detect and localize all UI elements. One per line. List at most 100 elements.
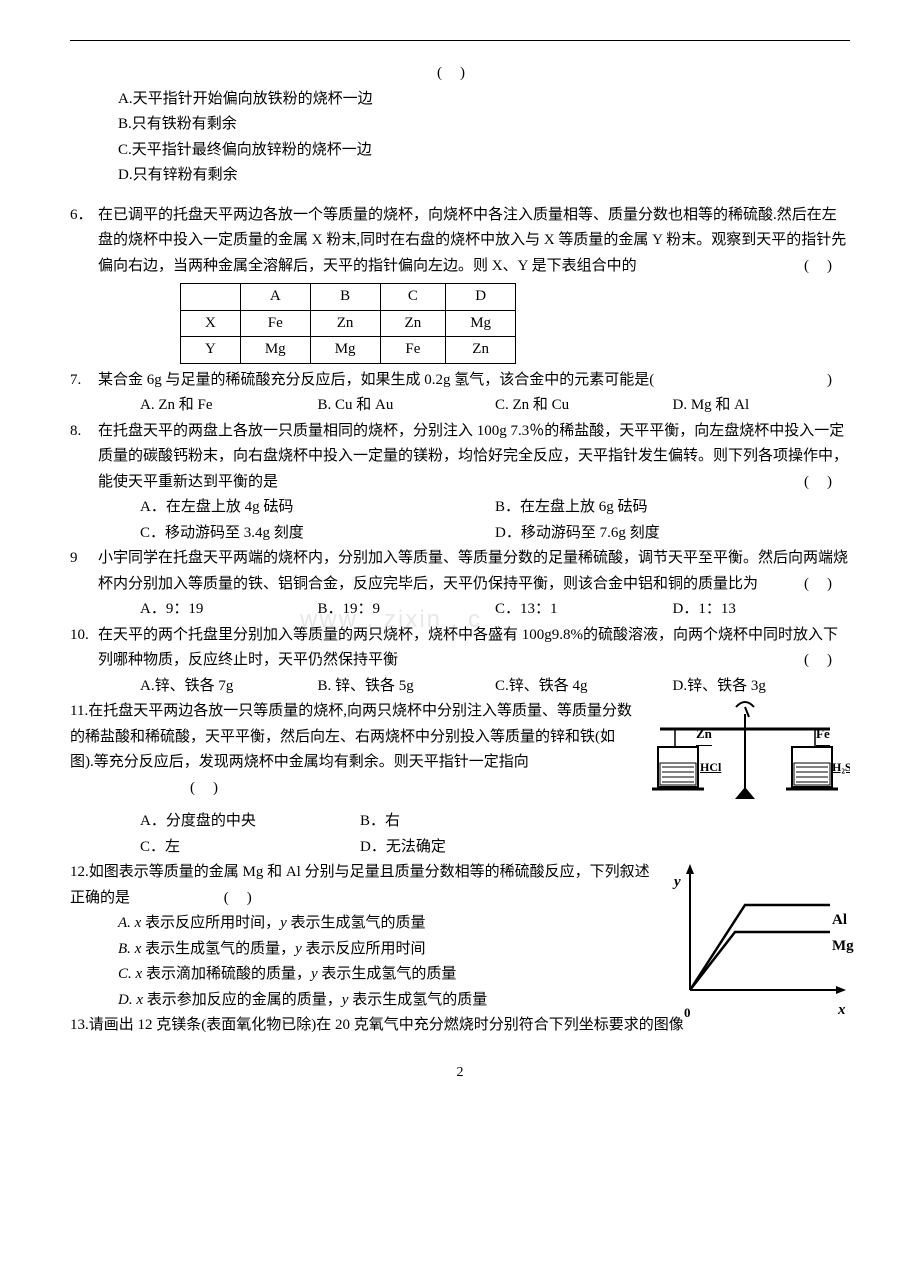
cell: B <box>310 284 380 311</box>
q9-num: 9 <box>70 546 98 572</box>
axis-x: x <box>838 998 846 1014</box>
q8-opt-d: D．移动游码至 7.6g 刻度 <box>495 521 850 547</box>
cell: Zn <box>380 310 446 337</box>
cell: Fe <box>380 337 446 364</box>
cell: Zn <box>446 337 516 364</box>
label-fe: Fe <box>816 723 830 746</box>
q8-opt-b: B．在左盘上放 6g 砝码 <box>495 495 850 521</box>
q10-text: 在天平的两个托盘里分别加入等质量的两只烧杯，烧杯中各盛有 100g9.8%的硫酸… <box>98 627 838 669</box>
q7-opt-d: D. Mg 和 Al <box>673 393 851 419</box>
q7-num: 7. <box>70 368 98 394</box>
q11-options: A．分度盘的中央 B．右 C．左 D．无法确定 <box>140 809 850 860</box>
q11-opt-b: B．右 <box>360 809 850 835</box>
label-mg: Mg <box>832 934 850 960</box>
cell: D <box>446 284 516 311</box>
q5-opt-b: B.只有铁粉有剩余 <box>118 112 850 138</box>
top-rule <box>70 40 850 41</box>
q12-opt-b: x 表示生成氢气的质量，y 表示反应所用时间 <box>135 941 426 957</box>
cell: Mg <box>446 310 516 337</box>
q11-text: 在托盘天平两边各放一只等质量的烧杯,向两只烧杯中分别注入等质量、等质量分数的稀盐… <box>70 703 632 770</box>
q11-opt-c: C．左 <box>140 835 360 861</box>
q10-opt-b: B. 锌、铁各 5g <box>318 674 496 700</box>
q7: 7. 某合金 6g 与足量的稀硫酸充分反应后，如果生成 0.2g 氢气，该合金中… <box>70 368 850 394</box>
q11-opt-a: A．分度盘的中央 <box>140 809 360 835</box>
q9-body: 小宇同学在托盘天平两端的烧杯内，分别加入等质量、等质量分数的足量稀硫酸，调节天平… <box>98 546 850 597</box>
q6-text: 在已调平的托盘天平两边各放一个等质量的烧杯，向烧杯中各注入质量相等、质量分数也相… <box>98 207 846 274</box>
q9-opt-a: A．9：19 <box>140 597 318 623</box>
q10-paren: () <box>804 648 850 674</box>
q8-body: 在托盘天平的两盘上各放一只质量相同的烧杯，分别注入 100g 7.3％的稀盐酸，… <box>98 419 850 496</box>
cell <box>181 284 241 311</box>
q8-paren: () <box>804 470 850 496</box>
q10-opt-d: D.锌、铁各 3g <box>673 674 851 700</box>
q6-num: 6． <box>70 203 98 229</box>
q9-paren: () <box>804 572 850 598</box>
q12-paren: () <box>224 890 270 906</box>
q5-opt-a: A.天平指针开始偏向放铁粉的烧杯一边 <box>118 87 850 113</box>
q12-opt-a: x 表示反应所用时间，y 表示生成氢气的质量 <box>135 915 426 931</box>
q9-opt-b: B．19：9 <box>318 597 496 623</box>
q10-num: 10. <box>70 623 98 649</box>
q8: 8. 在托盘天平的两盘上各放一只质量相同的烧杯，分别注入 100g 7.3％的稀… <box>70 419 850 496</box>
q11-num: 11. <box>70 703 88 719</box>
table-row: X Fe Zn Zn Mg <box>181 310 516 337</box>
q7-body: 某合金 6g 与足量的稀硫酸充分反应后，如果生成 0.2g 氢气，该合金中的元素… <box>98 368 850 394</box>
table-row: Y Mg Mg Fe Zn <box>181 337 516 364</box>
label-al: Al <box>832 908 847 934</box>
q8-opt-a: A．在左盘上放 4g 砝码 <box>140 495 495 521</box>
q5-paren-line: () <box>70 61 850 87</box>
q7-options: A. Zn 和 Fe B. Cu 和 Au C. Zn 和 Cu D. Mg 和… <box>140 393 850 419</box>
q11: Zn Fe HCl H₂SO₄ 11.在托盘天平两边各放一只等质量的烧杯,向两只… <box>70 699 850 809</box>
label-hcl: HCl <box>700 757 721 777</box>
cell: Fe <box>240 310 310 337</box>
q10-opt-a: A.锌、铁各 7g <box>140 674 318 700</box>
q12-text: 如图表示等质量的金属 Mg 和 Al 分别与足量且质量分数相等的稀硫酸反应，下列… <box>70 864 650 906</box>
q12-opt-d: x 表示参加反应的金属的质量，y 表示生成氢气的质量 <box>136 992 487 1008</box>
q5-paren: () <box>437 65 483 81</box>
axis-y: y <box>674 870 681 896</box>
q7-opt-a: A. Zn 和 Fe <box>140 393 318 419</box>
q8-opt-c: C．移动游码至 3.4g 刻度 <box>140 521 495 547</box>
q6-body: 在已调平的托盘天平两边各放一个等质量的烧杯，向烧杯中各注入质量相等、质量分数也相… <box>98 203 850 280</box>
q10: 10. 在天平的两个托盘里分别加入等质量的两只烧杯，烧杯中各盛有 100g9.8… <box>70 623 850 674</box>
q5-opt-d: D.只有锌粉有剩余 <box>118 163 850 189</box>
q7-opt-b: B. Cu 和 Au <box>318 393 496 419</box>
q11-opt-d: D．无法确定 <box>360 835 850 861</box>
cell: X <box>181 310 241 337</box>
q9-opt-d: D．1：13 <box>673 597 851 623</box>
q13-text: 请画出 12 克镁条(表面氧化物已除)在 20 克氧气中充分燃烧时分别符合下列坐… <box>89 1017 684 1033</box>
q6-table: A B C D X Fe Zn Zn Mg Y Mg Mg Fe Zn <box>180 283 516 364</box>
q7-paren: ) <box>827 368 850 394</box>
q10-options: A.锌、铁各 7g B. 锌、铁各 5g C.锌、铁各 4g D.锌、铁各 3g <box>140 674 850 700</box>
cell: Zn <box>310 310 380 337</box>
q6: 6． 在已调平的托盘天平两边各放一个等质量的烧杯，向烧杯中各注入质量相等、质量分… <box>70 203 850 280</box>
q8-options: A．在左盘上放 4g 砝码 B．在左盘上放 6g 砝码 C．移动游码至 3.4g… <box>140 495 850 546</box>
q10-opt-c: C.锌、铁各 4g <box>495 674 673 700</box>
q9: 9 小宇同学在托盘天平两端的烧杯内，分别加入等质量、等质量分数的足量稀硫酸，调节… <box>70 546 850 597</box>
q8-text: 在托盘天平的两盘上各放一只质量相同的烧杯，分别注入 100g 7.3％的稀盐酸，… <box>98 423 848 490</box>
q12-num: 12. <box>70 864 89 880</box>
cell: Mg <box>310 337 380 364</box>
cell: Y <box>181 337 241 364</box>
label-h2so4: H₂SO₄ <box>832 757 850 777</box>
line-chart: y x 0 Al Mg <box>670 860 850 1010</box>
q7-text: 某合金 6g 与足量的稀硫酸充分反应后，如果生成 0.2g 氢气，该合金中的元素… <box>98 372 654 388</box>
table-row: A B C D <box>181 284 516 311</box>
balance-diagram: Zn Fe HCl H₂SO₄ <box>640 699 850 809</box>
q9-options: A．9：19 B．19：9 C．13：1 D．1：13 <box>140 597 850 623</box>
page-number: 2 <box>70 1061 850 1085</box>
q13-num: 13. <box>70 1017 89 1033</box>
q12-opt-c: x 表示滴加稀硫酸的质量，y 表示生成氢气的质量 <box>136 966 457 982</box>
q13: 13.请画出 12 克镁条(表面氧化物已除)在 20 克氧气中充分燃烧时分别符合… <box>70 1013 850 1039</box>
q7-opt-c: C. Zn 和 Cu <box>495 393 673 419</box>
q11-paren: () <box>190 780 236 796</box>
label-zn: Zn <box>696 723 712 746</box>
q10-body: 在天平的两个托盘里分别加入等质量的两只烧杯，烧杯中各盛有 100g9.8%的硫酸… <box>98 623 850 674</box>
origin: 0 <box>684 1002 691 1014</box>
cell: A <box>240 284 310 311</box>
q9-opt-c: C．13：1 <box>495 597 673 623</box>
q5-options: A.天平指针开始偏向放铁粉的烧杯一边 B.只有铁粉有剩余 C.天平指针最终偏向放… <box>118 87 850 189</box>
q12: y x 0 Al Mg 12.如图表示等质量的金属 Mg 和 Al 分别与足量且… <box>70 860 850 1013</box>
q5-opt-c: C.天平指针最终偏向放锌粉的烧杯一边 <box>118 138 850 164</box>
cell: Mg <box>240 337 310 364</box>
